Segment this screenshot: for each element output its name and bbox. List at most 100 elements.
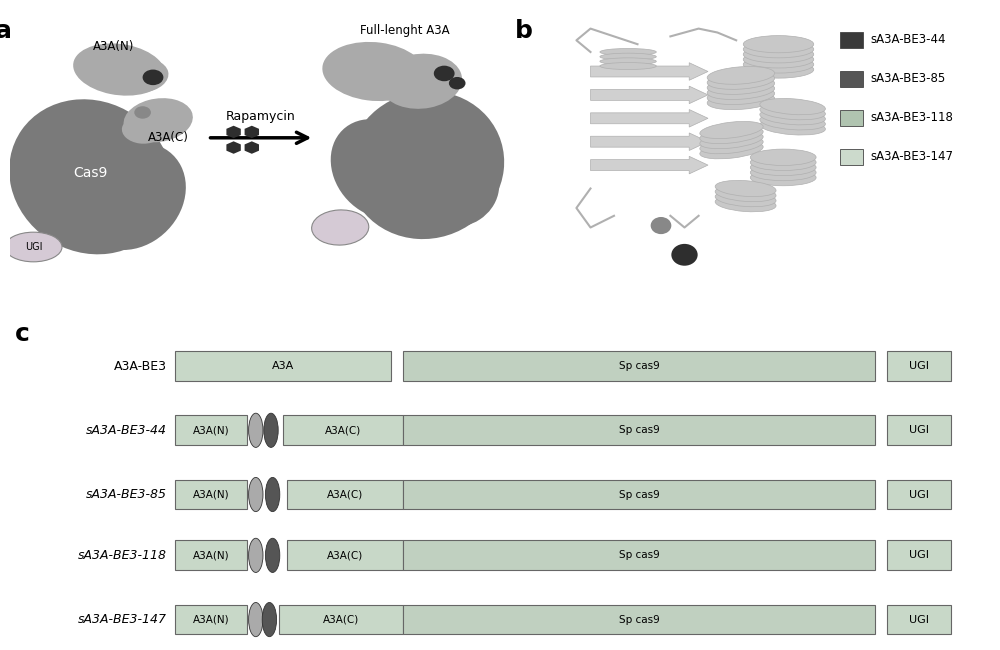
Text: Sp cas9: Sp cas9 [619,425,659,436]
Text: sA3A-BE3-118: sA3A-BE3-118 [870,111,953,124]
Ellipse shape [249,538,263,573]
Text: Full-lenght A3A: Full-lenght A3A [360,24,450,37]
Text: b: b [515,19,533,43]
Text: UGI: UGI [909,551,929,560]
Ellipse shape [743,51,814,68]
Text: UGI: UGI [25,242,42,252]
Ellipse shape [707,72,775,89]
Text: A3A(N): A3A(N) [193,489,229,499]
Ellipse shape [415,150,499,228]
Polygon shape [245,141,259,154]
Ellipse shape [715,196,776,212]
Text: A3A(C): A3A(C) [323,615,359,625]
Text: A3A-BE3: A3A-BE3 [114,359,167,372]
Ellipse shape [750,164,816,181]
Ellipse shape [760,103,825,120]
Ellipse shape [331,119,428,219]
Polygon shape [226,125,241,138]
Ellipse shape [700,127,763,144]
Ellipse shape [15,114,99,208]
Ellipse shape [715,181,776,196]
Text: a: a [0,19,11,43]
Text: Sp cas9: Sp cas9 [619,615,659,625]
FancyBboxPatch shape [403,351,875,381]
Circle shape [434,66,455,81]
Ellipse shape [760,109,825,125]
Text: A3A(N): A3A(N) [193,551,229,560]
Text: sA3A-BE3-85: sA3A-BE3-85 [86,488,167,501]
Ellipse shape [249,603,263,637]
Ellipse shape [700,131,763,149]
FancyBboxPatch shape [403,604,875,634]
FancyBboxPatch shape [403,541,875,570]
FancyArrow shape [590,110,708,127]
Text: sA3A-BE3-118: sA3A-BE3-118 [78,549,167,562]
Text: UGI: UGI [909,425,929,436]
Text: sA3A-BE3-85: sA3A-BE3-85 [870,72,945,85]
FancyBboxPatch shape [887,351,951,381]
Ellipse shape [124,98,193,142]
Circle shape [651,217,671,234]
Ellipse shape [9,99,172,254]
Text: A3A(N): A3A(N) [193,425,229,436]
Circle shape [134,106,151,119]
Text: Cas9: Cas9 [73,166,108,180]
Ellipse shape [265,538,280,573]
Ellipse shape [600,49,656,55]
Text: UGI: UGI [909,361,929,371]
FancyBboxPatch shape [279,604,403,634]
Ellipse shape [760,114,825,130]
Circle shape [143,70,163,85]
Ellipse shape [79,142,186,250]
FancyBboxPatch shape [287,541,403,570]
Text: c: c [15,322,30,346]
FancyBboxPatch shape [175,541,247,570]
Ellipse shape [743,41,814,58]
FancyBboxPatch shape [175,604,247,634]
Ellipse shape [743,36,814,53]
FancyBboxPatch shape [887,541,951,570]
FancyArrow shape [590,157,708,174]
Ellipse shape [249,477,263,512]
Ellipse shape [73,44,165,96]
Ellipse shape [600,58,656,65]
Ellipse shape [707,66,775,84]
Ellipse shape [750,170,816,186]
Text: A3A(C): A3A(C) [327,551,363,560]
FancyArrow shape [590,63,708,80]
Ellipse shape [700,122,763,138]
Text: UGI: UGI [909,489,929,499]
Ellipse shape [5,232,62,262]
Ellipse shape [750,154,816,170]
FancyBboxPatch shape [283,415,403,445]
Ellipse shape [760,98,825,115]
Ellipse shape [743,61,814,78]
Text: sA3A-BE3-44: sA3A-BE3-44 [870,33,946,46]
Ellipse shape [600,53,656,60]
Ellipse shape [750,159,816,176]
FancyBboxPatch shape [403,480,875,510]
FancyBboxPatch shape [175,351,391,381]
Ellipse shape [264,413,278,447]
Text: Rapamycin: Rapamycin [226,110,296,123]
Ellipse shape [122,116,163,144]
FancyBboxPatch shape [175,415,247,445]
Ellipse shape [380,54,462,109]
Ellipse shape [707,77,775,94]
Ellipse shape [348,91,504,239]
Text: A3A(C): A3A(C) [148,131,189,144]
Ellipse shape [715,190,776,207]
FancyBboxPatch shape [887,480,951,510]
Circle shape [671,244,698,266]
Text: A3A(N): A3A(N) [193,615,229,625]
Ellipse shape [700,136,763,154]
Text: sA3A-BE3-147: sA3A-BE3-147 [870,150,953,163]
Ellipse shape [322,42,426,101]
Text: Sp cas9: Sp cas9 [619,551,659,560]
FancyBboxPatch shape [887,415,951,445]
Polygon shape [245,125,259,138]
Ellipse shape [707,82,775,99]
FancyBboxPatch shape [403,415,875,445]
Ellipse shape [707,87,775,105]
Text: Sp cas9: Sp cas9 [619,489,659,499]
